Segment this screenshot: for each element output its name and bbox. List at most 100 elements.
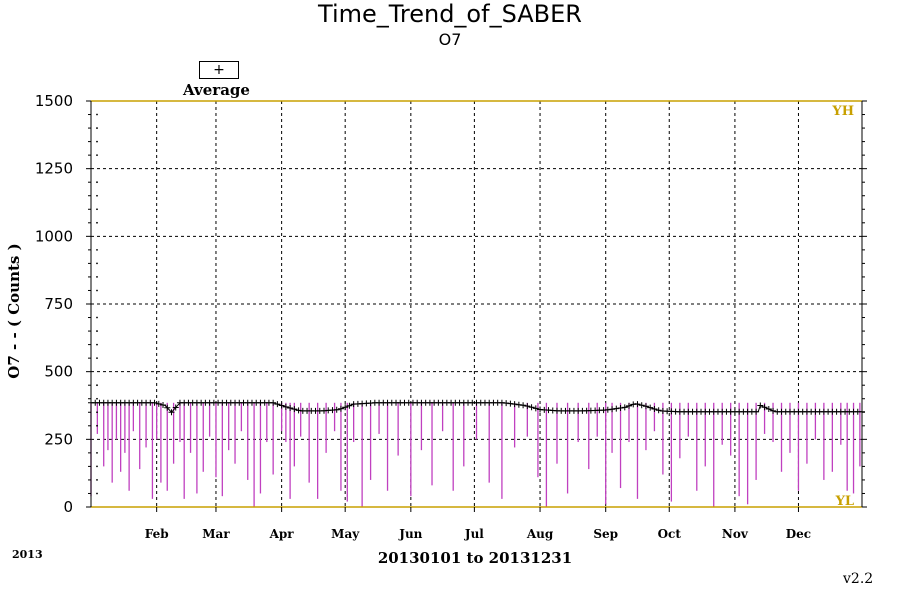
version-label: v2.2 (843, 571, 874, 587)
average-point (638, 402, 645, 409)
average-point (617, 404, 624, 411)
average-point (651, 405, 658, 412)
y-tick-label: 250 (44, 430, 73, 448)
average-point (765, 406, 772, 413)
y-minor-dot (96, 397, 98, 400)
x-tick-label: Aug (526, 527, 554, 541)
y-minor-dot (96, 276, 98, 278)
average-point (642, 403, 649, 410)
y-minor-dot (96, 140, 98, 143)
reference-label-yh: YH (831, 104, 854, 119)
average-point (282, 403, 289, 410)
average-point (172, 404, 179, 411)
y-minor-dot (96, 221, 98, 224)
axes (86, 100, 867, 512)
average-point (342, 404, 349, 411)
average-point (287, 405, 294, 412)
y-minor-dot (96, 451, 98, 454)
y-minor-dot (96, 289, 98, 292)
y-minor-dot (96, 479, 98, 481)
average-point (333, 406, 340, 413)
y-minor-dot (96, 465, 98, 468)
average-point (621, 404, 628, 411)
average-point (626, 402, 633, 409)
average-point (770, 407, 777, 414)
x-tick-label: Jun (398, 527, 422, 541)
average-point (515, 401, 522, 408)
y-minor-dot (96, 248, 98, 251)
x-tick-label: Mar (202, 527, 230, 541)
legend-marker: + (199, 61, 239, 79)
y-minor-dot (96, 113, 98, 116)
x-tick-label: Nov (722, 527, 749, 541)
average-point (278, 402, 285, 409)
y-minor-dot (96, 208, 98, 211)
x-axis-label: 20130101 to 20131231 (377, 549, 573, 567)
y-tick-label: 1500 (35, 92, 73, 110)
average-point (346, 402, 353, 409)
average-point (295, 407, 302, 414)
y-tick-label: 750 (44, 295, 73, 313)
y-tick-label: 0 (63, 498, 73, 516)
average-point (507, 400, 514, 407)
average-point (520, 402, 527, 409)
reference-label-yl: YL (835, 494, 854, 509)
x-tick-label: Jul (464, 527, 484, 541)
average-point (160, 401, 167, 408)
y-minor-dot (96, 181, 98, 184)
y-minor-dot (96, 127, 98, 129)
chart-title: Time_Trend_of_SABER (318, 0, 582, 28)
y-minor-dot (96, 330, 98, 332)
average-point (168, 409, 175, 416)
average-point (613, 405, 620, 412)
x-tick-label: Oct (658, 527, 682, 541)
y-minor-dot (96, 492, 98, 495)
average-point (609, 406, 616, 413)
average-point (164, 404, 171, 411)
y-minor-dot (96, 411, 98, 414)
average-point (753, 408, 760, 415)
y-minor-dot (96, 194, 98, 197)
average-point (151, 399, 158, 406)
average-point (511, 401, 518, 408)
average-point (155, 400, 162, 407)
y-minor-dot (96, 262, 98, 265)
y-tick-label: 500 (44, 363, 73, 381)
average-point (634, 401, 641, 408)
x-tick-label: Feb (145, 527, 169, 541)
average-point (274, 401, 281, 408)
average-point (647, 404, 654, 411)
y-tick-label: 1250 (35, 160, 73, 178)
chart-subtitle: O7 (438, 30, 462, 49)
x-tick-label: Sep (593, 527, 618, 541)
average-point (757, 402, 764, 409)
legend-label: Average (183, 81, 250, 99)
minimum-spikes-series (90, 402, 861, 507)
average-series (88, 399, 865, 416)
average-point (604, 406, 611, 413)
average-point (655, 407, 662, 414)
y-minor-dot (96, 154, 98, 157)
average-point (337, 405, 344, 412)
average-point (524, 403, 531, 410)
average-point (761, 404, 768, 411)
average-point (270, 399, 277, 406)
x-tick-label: Dec (786, 527, 811, 541)
average-point (291, 406, 298, 413)
grid-layer (91, 101, 862, 507)
average-point (532, 405, 539, 412)
y-minor-dot (96, 384, 98, 387)
x-tick-label: May (331, 527, 360, 541)
y-minor-dot (96, 424, 98, 427)
average-point (503, 400, 510, 407)
reference-lines: YH YL (91, 100, 862, 509)
year-label: 2013 (12, 548, 43, 561)
y-minor-dot (96, 316, 98, 319)
average-point (528, 404, 535, 411)
tick-labels: 0 250 500 750 1000 1250 1500 Feb Mar Apr May Jun Jul… (35, 92, 811, 541)
y-minor-dot (96, 343, 98, 346)
y-tick-label: 1000 (35, 227, 73, 245)
x-tick-label: Apr (269, 527, 295, 541)
y-minor-dot (96, 357, 98, 360)
